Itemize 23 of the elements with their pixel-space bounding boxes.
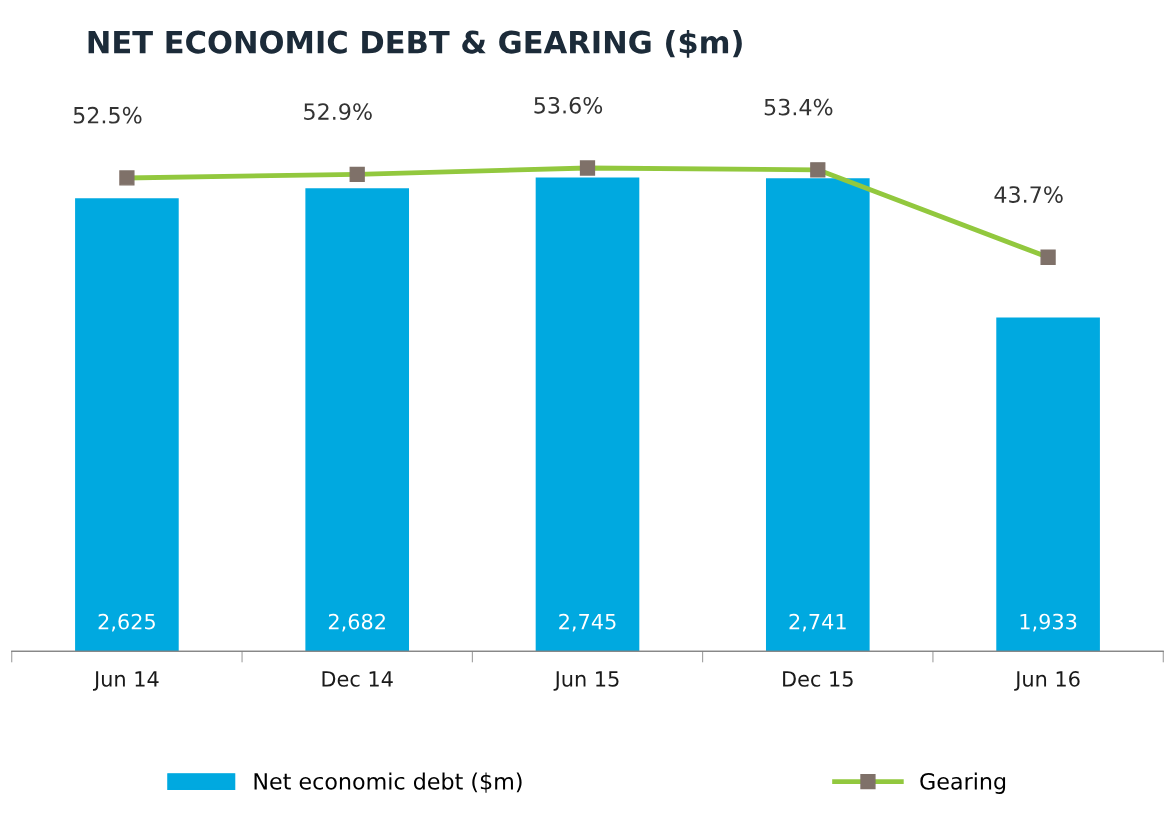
data-label: 52.5% — [73, 106, 142, 124]
data-label: 43.7% — [994, 186, 1063, 203]
data-label: 52.9% — [304, 103, 372, 121]
x-tick-label: Dec 15 — [783, 671, 853, 687]
bar — [996, 317, 1100, 652]
x-tick-label: Jun 14 — [92, 671, 159, 691]
data-label: 53.4% — [764, 98, 833, 116]
data-label: 2,625 — [98, 613, 155, 632]
x-tick-label: Jun 16 — [1014, 671, 1080, 691]
bar — [765, 178, 870, 652]
x-tick-label: Dec 14 — [322, 671, 393, 687]
data-label: 1,933 — [1020, 613, 1077, 632]
bar — [305, 188, 410, 652]
data-label: 2,682 — [328, 613, 385, 632]
legend-label: Net economic debt ($m) — [254, 772, 522, 793]
data-label: 2,741 — [789, 613, 846, 632]
chart-title: NET ECONOMIC DEBT & GEARING ($m) — [88, 29, 742, 58]
legend-label: Gearing — [920, 772, 1006, 794]
data-label: 2,745 — [559, 613, 616, 632]
x-tick-label: Jun 15 — [553, 671, 619, 691]
bar — [75, 198, 179, 652]
bar — [535, 177, 640, 652]
data-label: 53.6% — [534, 96, 603, 114]
